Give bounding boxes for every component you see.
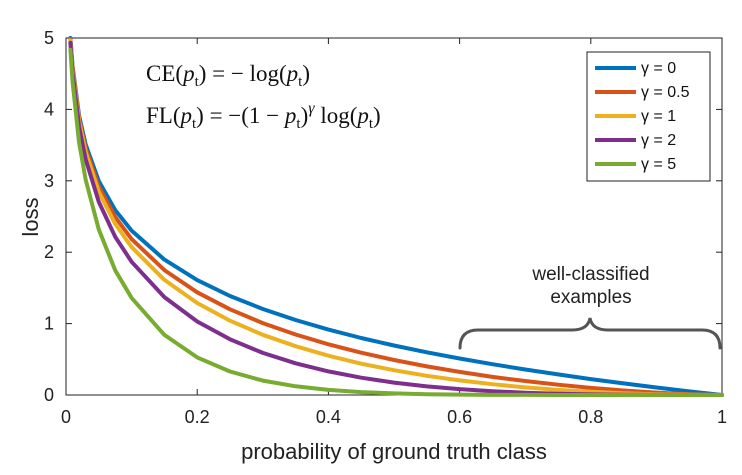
- axis-ticks: 0 0.2 0.4 0.6 0.8 1 0 1 2 3 4 5: [44, 28, 727, 427]
- annotation-line-2: examples: [550, 287, 631, 308]
- x-axis-label: probability of ground truth class: [241, 439, 547, 464]
- legend: γ = 0 γ = 0.5 γ = 1 γ = 2 γ = 5: [595, 60, 690, 173]
- annotation-line-1: well-classified: [531, 264, 649, 285]
- legend-label-4: γ = 5: [641, 156, 676, 173]
- y-tick-label: 3: [44, 171, 54, 191]
- annotation-brace: [458, 317, 722, 350]
- series-line-2: [68, 38, 724, 397]
- x-tick-label: 0: [61, 407, 71, 427]
- x-tick-label: 0.2: [185, 407, 210, 427]
- series-line-4: [68, 47, 724, 397]
- legend-label-3: γ = 2: [641, 132, 676, 149]
- y-tick-label: 1: [44, 314, 54, 334]
- legend-label-2: γ = 1: [641, 108, 676, 125]
- y-axis-label: loss: [18, 197, 43, 236]
- equation-ce: CE(pt) = − log(pt): [146, 61, 310, 90]
- legend-label-0: γ = 0: [641, 60, 676, 77]
- x-tick-label: 0.8: [578, 407, 603, 427]
- y-tick-label: 2: [44, 242, 54, 262]
- y-tick-label: 4: [44, 99, 54, 119]
- series-lines: [68, 36, 724, 397]
- legend-label-1: γ = 0.5: [641, 84, 690, 101]
- x-tick-label: 0.4: [316, 407, 341, 427]
- y-tick-label: 0: [44, 385, 54, 405]
- x-tick-label: 1: [717, 407, 727, 427]
- x-tick-label: 0.6: [447, 407, 472, 427]
- y-tick-label: 5: [44, 28, 54, 48]
- equation-fl: FL(pt) = −(1 − pt)γ log(pt): [146, 100, 381, 132]
